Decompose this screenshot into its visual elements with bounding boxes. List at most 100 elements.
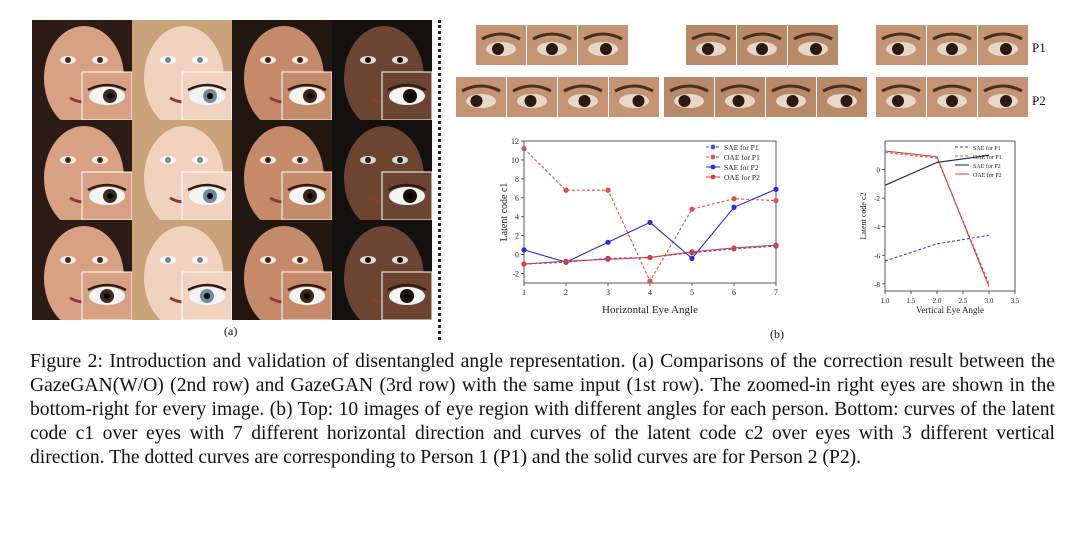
x-tick-label: 2 xyxy=(564,288,568,297)
legend-entry: OAE for P2 xyxy=(724,173,760,182)
y-tick-label: -8 xyxy=(874,281,880,289)
data-point xyxy=(689,255,695,261)
eye-region-image xyxy=(817,77,867,117)
eye-region-image xyxy=(686,25,736,65)
eye-region-image xyxy=(927,25,977,65)
x-tick-label: 1.0 xyxy=(881,297,890,305)
x-tick-label: 1.5 xyxy=(907,297,916,305)
x-tick-label: 6 xyxy=(732,288,736,297)
panel-b-label: (b) xyxy=(770,327,784,341)
eye-region-image xyxy=(715,77,765,117)
series-line xyxy=(523,244,777,265)
legend-entry: SAE for P2 xyxy=(724,163,759,172)
x-axis-label: Vertical Eye Angle xyxy=(916,305,984,315)
y-axis-label: Latent code c2 xyxy=(859,192,868,239)
eye-region-image xyxy=(609,77,659,117)
face-image xyxy=(32,120,132,220)
x-tick-label: 4 xyxy=(648,288,652,297)
x-tick-label: 3.5 xyxy=(1011,297,1020,305)
face-image xyxy=(332,220,432,320)
figure-caption: Figure 2: Introduction and validation of… xyxy=(30,351,1055,468)
face-image xyxy=(32,220,132,320)
data-point xyxy=(773,186,779,192)
eye-region-image xyxy=(507,77,557,117)
face-image xyxy=(32,20,132,120)
data-point xyxy=(689,206,695,212)
face-image xyxy=(332,20,432,120)
data-point xyxy=(773,198,779,204)
y-tick-label: 12 xyxy=(511,137,519,146)
x-tick-label: 7 xyxy=(774,288,778,297)
series-line xyxy=(884,150,990,287)
data-point xyxy=(521,261,527,267)
face-image xyxy=(232,220,332,320)
legend-entry: SAE for P1 xyxy=(973,145,1001,152)
eye-region-image xyxy=(788,25,838,65)
data-point xyxy=(647,254,653,261)
y-tick-label: 6 xyxy=(515,194,519,203)
y-tick-label: 8 xyxy=(515,175,519,184)
x-tick-label: 2.5 xyxy=(959,297,968,305)
data-point xyxy=(563,258,569,264)
series-line xyxy=(884,154,990,186)
y-tick-label: 2 xyxy=(515,232,519,241)
eye-region-image xyxy=(456,77,506,117)
panel-a-label: (a) xyxy=(224,324,238,338)
y-tick-label: 0 xyxy=(877,167,881,175)
eye-strip-p2-left xyxy=(456,77,660,117)
x-tick-label: 3 xyxy=(606,288,610,297)
eye-strip-p2-right xyxy=(876,77,1029,117)
y-tick-label: -6 xyxy=(874,252,880,260)
data-point xyxy=(605,256,611,262)
eye-region-image xyxy=(876,77,926,117)
data-point xyxy=(731,204,737,210)
y-tick-label: -2 xyxy=(512,270,519,279)
data-point xyxy=(605,239,611,245)
eye-strip-p1-right xyxy=(876,25,1029,65)
eye-region-image xyxy=(578,25,628,65)
face-image xyxy=(132,120,232,220)
panel-divider xyxy=(438,20,441,340)
vertical-angle-chart: 0 -2 -4 -6 -81.0 1.5 2.0 2.5 3.0 3.5 Vertical Eye … xyxy=(859,140,1020,315)
x-tick-label: 3.0 xyxy=(985,297,994,305)
eye-region-image xyxy=(476,25,526,65)
series-line xyxy=(523,188,777,263)
eye-region-image xyxy=(927,77,977,117)
x-tick-label: 2.0 xyxy=(933,297,942,305)
eye-strip-p1-left xyxy=(476,25,629,65)
face-image xyxy=(332,120,432,220)
legend-entry: OAE for P1 xyxy=(973,154,1002,161)
data-point xyxy=(731,196,737,202)
legend-entry: OAE for P1 xyxy=(724,153,760,162)
eye-strip-p2-middle xyxy=(664,77,868,117)
data-point xyxy=(521,145,527,152)
legend-entry: OAE for P2 xyxy=(973,172,1002,179)
data-point xyxy=(647,278,653,284)
y-axis-label: Latent code c1 xyxy=(499,183,510,242)
y-tick-label: -4 xyxy=(874,224,880,232)
y-tick-label: 10 xyxy=(511,156,519,165)
p1-label: P1 xyxy=(1032,40,1046,55)
p2-label: P2 xyxy=(1032,93,1046,108)
face-image xyxy=(232,20,332,120)
y-tick-label: -2 xyxy=(874,195,880,203)
data-point xyxy=(731,245,737,251)
data-point xyxy=(605,187,611,193)
face-comparison-grid xyxy=(32,20,432,320)
face-image xyxy=(232,120,332,220)
x-tick-label: 5 xyxy=(690,288,694,297)
x-axis-label: Horizontal Eye Angle xyxy=(602,304,698,316)
y-tick-label: 0 xyxy=(515,251,519,260)
eye-region-image xyxy=(876,25,926,65)
data-point xyxy=(647,219,653,226)
x-tick-label: 1 xyxy=(522,288,526,297)
eye-strip-p1-middle xyxy=(686,25,839,65)
data-point xyxy=(563,187,569,193)
eye-region-image xyxy=(978,77,1028,117)
eye-region-image xyxy=(527,25,577,65)
data-point xyxy=(689,249,695,255)
eye-region-image xyxy=(737,25,787,65)
eye-region-image xyxy=(978,25,1028,65)
face-image xyxy=(132,20,232,120)
